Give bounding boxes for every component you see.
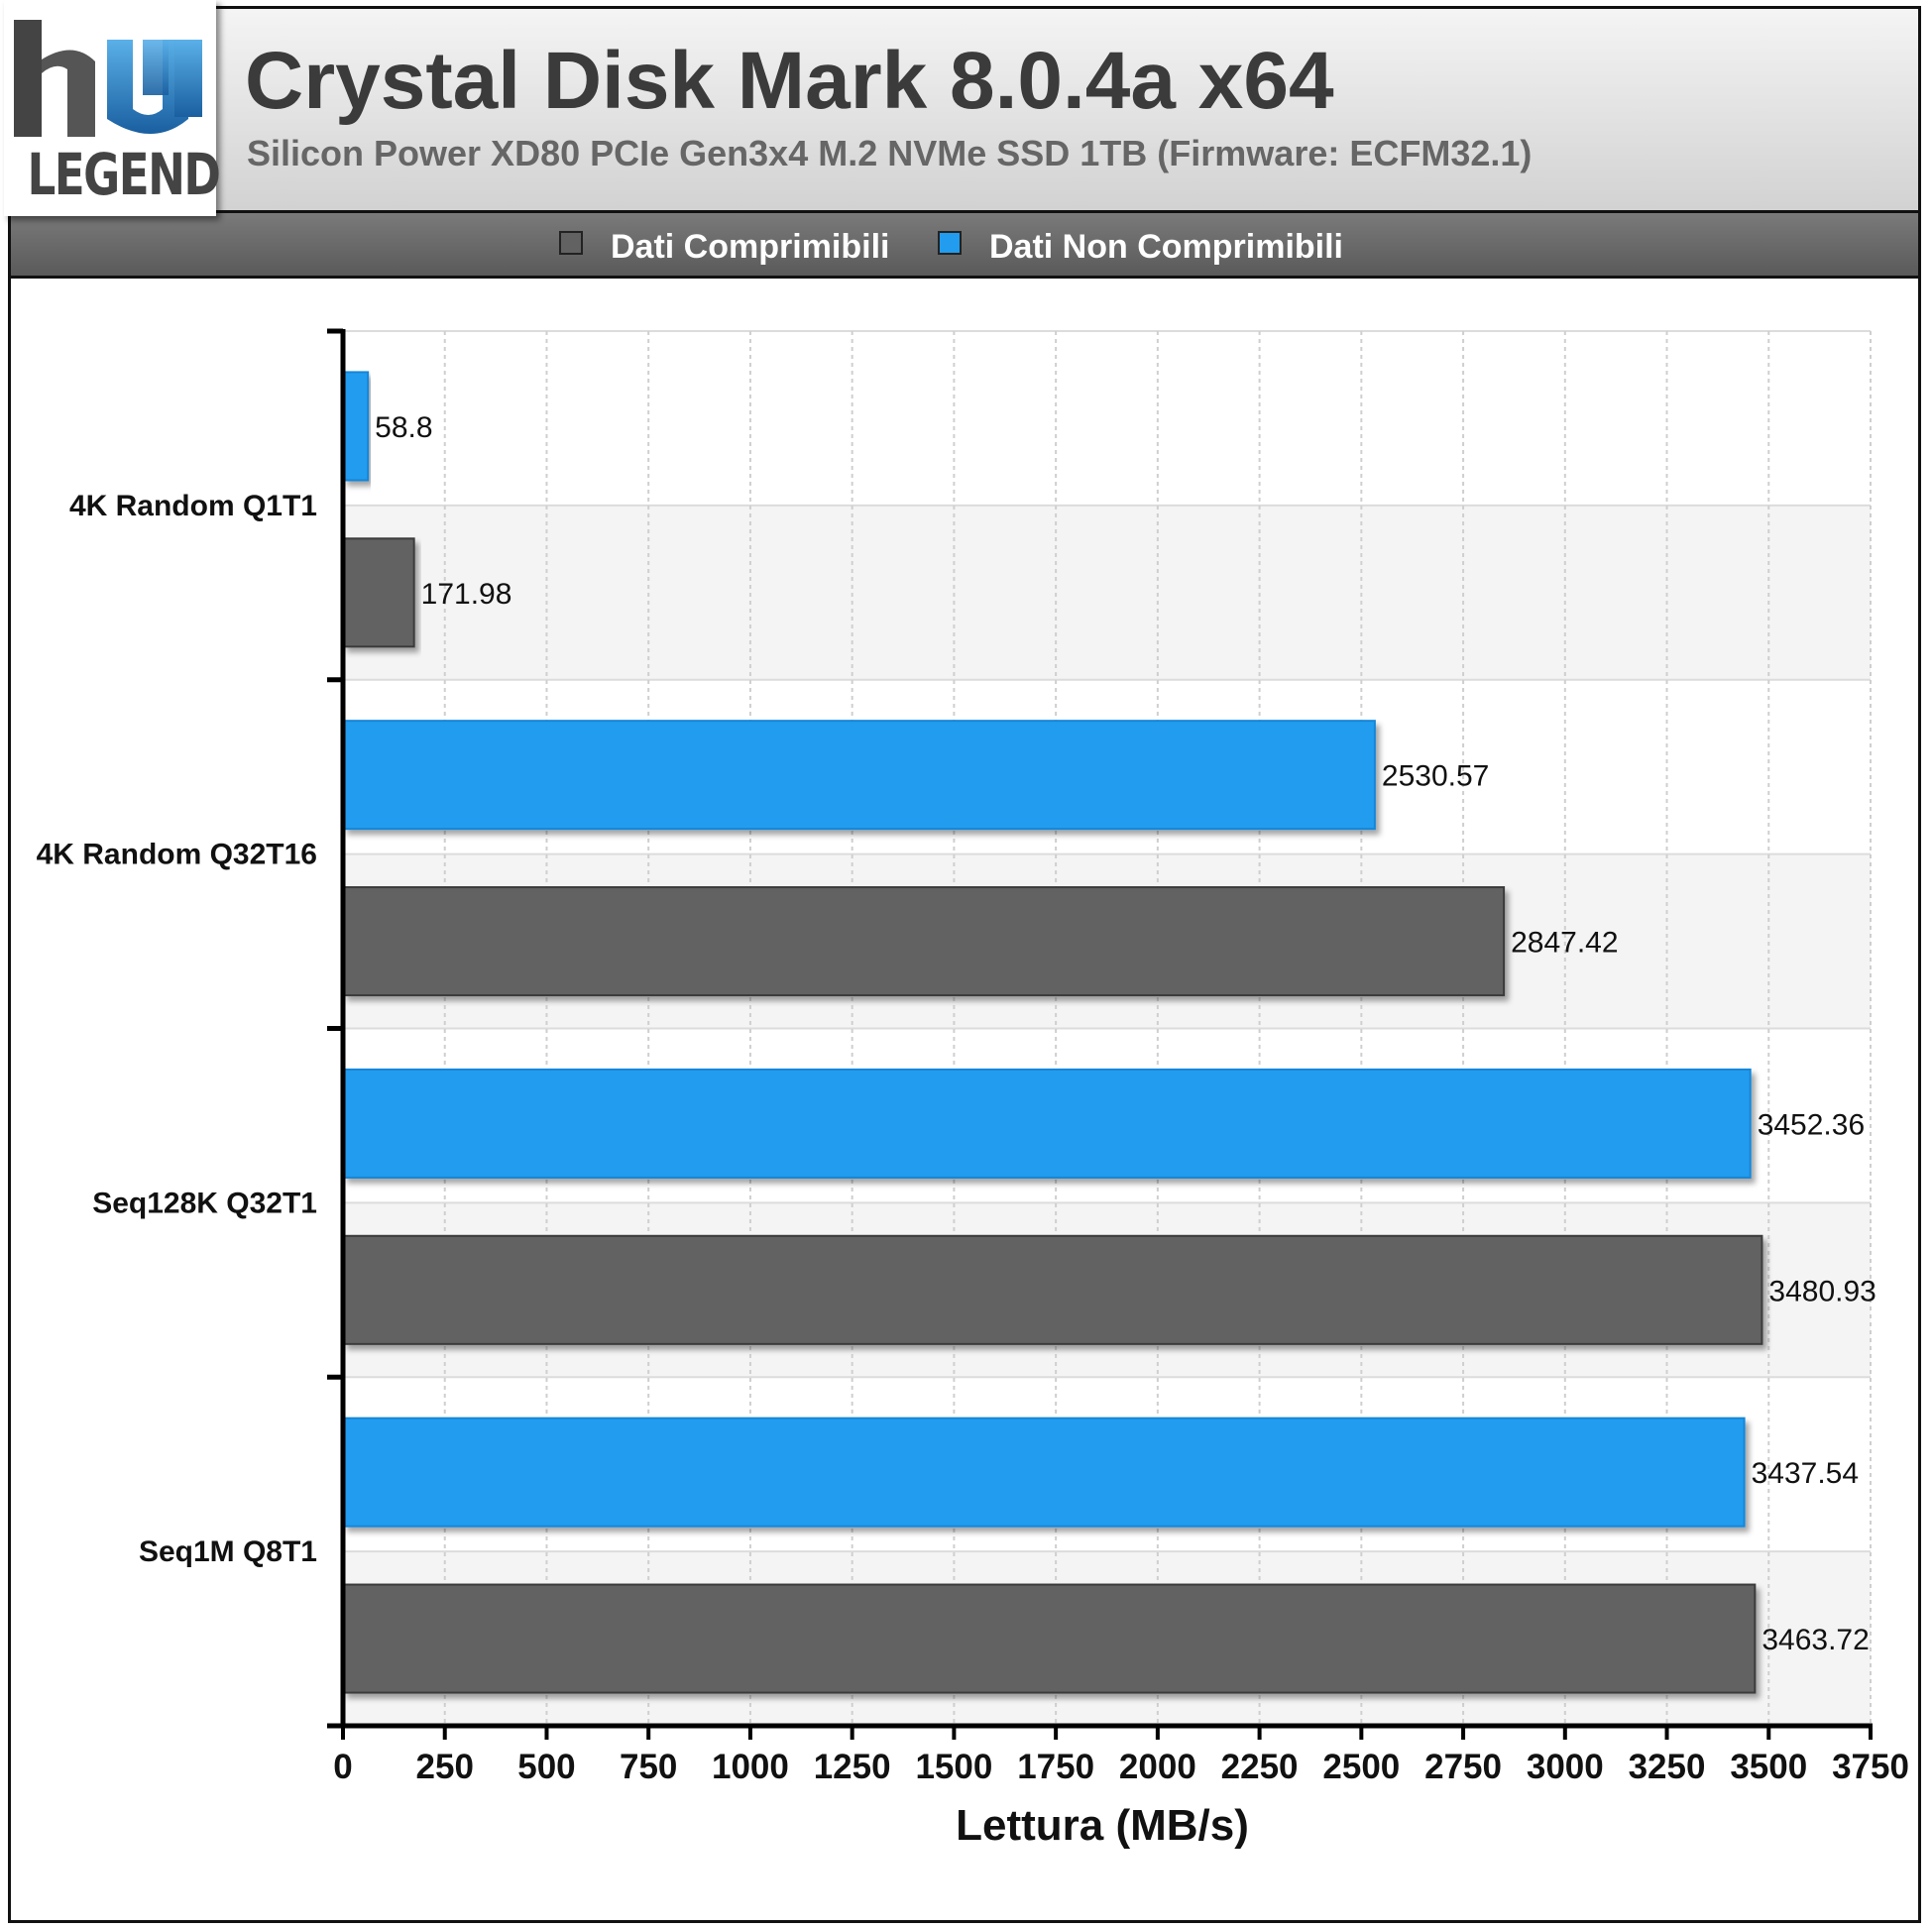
category-label: 4K Random Q1T1 xyxy=(69,490,317,522)
tick-labels: 0 250 500 750 1000 1250 1500 1750 2000 2250 2500 27… xyxy=(333,1748,1909,1786)
legend: Dati Comprimibili Dati Non Comprimibili xyxy=(11,213,1918,279)
bars xyxy=(343,371,1763,1694)
legend-swatch-compressible xyxy=(559,231,583,255)
category-label: Seq128K Q32T1 xyxy=(92,1187,317,1219)
legend-swatch-incompressible xyxy=(938,231,962,255)
legend-label-incompressible: Dati Non Comprimibili xyxy=(989,228,1343,266)
plot-band xyxy=(343,505,1871,680)
logo: LEGEND xyxy=(4,0,221,216)
x-tick-label: 2500 xyxy=(1322,1748,1400,1786)
data-labels: 58.8 2530.57 3452.36 3437.54 171.98 2847.42 34… xyxy=(375,411,1876,1656)
x-tick-label: 1000 xyxy=(712,1748,789,1786)
category-label: 4K Random Q32T16 xyxy=(37,839,317,871)
x-tick-label: 0 xyxy=(333,1748,352,1786)
chart-header: Crystal Disk Mark 8.0.4a x64 Silicon Pow… xyxy=(11,9,1918,213)
bar xyxy=(343,537,415,648)
x-tick-label: 750 xyxy=(620,1748,677,1786)
bar xyxy=(343,886,1506,997)
data-label: 3480.93 xyxy=(1768,1275,1875,1307)
legend-label-compressible: Dati Comprimibili xyxy=(611,228,890,266)
data-label: 3437.54 xyxy=(1752,1457,1859,1490)
x-tick-label: 500 xyxy=(517,1748,575,1786)
axes xyxy=(327,328,1873,1740)
bar xyxy=(343,1417,1746,1528)
x-tick-label: 2000 xyxy=(1119,1748,1196,1786)
bar xyxy=(343,371,370,482)
bar xyxy=(343,1234,1763,1345)
data-label: 3463.72 xyxy=(1762,1624,1869,1656)
bar xyxy=(343,720,1376,831)
x-tick-label: 3750 xyxy=(1832,1748,1909,1786)
data-label: 171.98 xyxy=(421,578,512,611)
chart-subtitle: Silicon Power XD80 PCIe Gen3x4 M.2 NVMe … xyxy=(247,133,1533,173)
data-label: 3452.36 xyxy=(1758,1108,1865,1141)
x-tick-label: 2250 xyxy=(1221,1748,1299,1786)
x-tick-label: 1750 xyxy=(1017,1748,1094,1786)
x-tick-label: 1500 xyxy=(915,1748,992,1786)
data-label: 2847.42 xyxy=(1511,927,1618,960)
x-tick-label: 3500 xyxy=(1730,1748,1807,1786)
data-label: 58.8 xyxy=(375,411,432,444)
x-tick-label: 2750 xyxy=(1424,1748,1502,1786)
data-label: 2530.57 xyxy=(1382,760,1489,793)
category-labels: 4K Random Q1T1 4K Random Q32T16 Seq128K Q3… xyxy=(37,490,317,1568)
plot-band xyxy=(343,331,1871,506)
x-tick-label: 3000 xyxy=(1527,1748,1604,1786)
x-tick-label: 250 xyxy=(416,1748,474,1786)
bar xyxy=(343,1583,1757,1694)
category-label: Seq1M Q8T1 xyxy=(139,1535,317,1568)
x-axis-title: Lettura (MB/s) xyxy=(956,1801,1249,1850)
logo-hw-icon xyxy=(14,20,202,137)
chart-title: Crystal Disk Mark 8.0.4a x64 xyxy=(245,36,1334,126)
logo-wordmark: LEGEND xyxy=(27,141,221,208)
x-tick-label: 1250 xyxy=(814,1748,891,1786)
x-tick-label: 3250 xyxy=(1629,1748,1706,1786)
bar xyxy=(343,1068,1752,1179)
